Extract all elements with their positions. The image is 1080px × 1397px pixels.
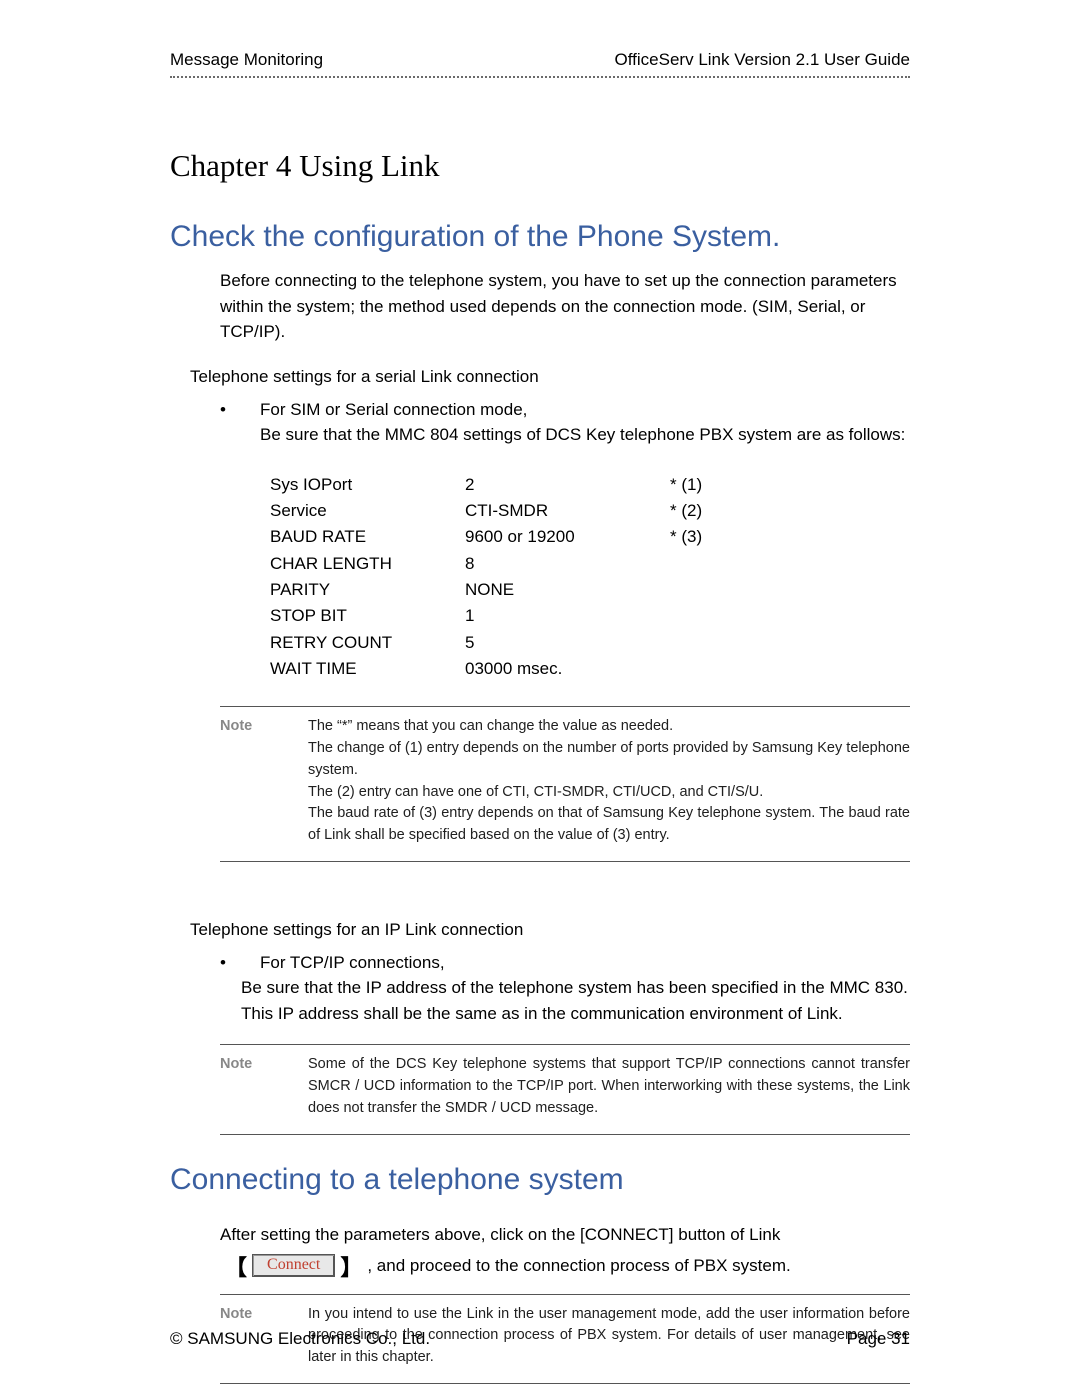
settings-row: STOP BIT1: [270, 603, 910, 629]
settings-row: PARITYNONE: [270, 577, 910, 603]
settings-value: NONE: [465, 577, 670, 603]
header-doc-title: OfficeServ Link Version 2.1 User Guide: [615, 50, 910, 70]
settings-row: CHAR LENGTH8: [270, 551, 910, 577]
page-header: Message Monitoring OfficeServ Link Versi…: [170, 50, 910, 70]
settings-value: 1: [465, 603, 670, 629]
close-bracket-icon: 】: [340, 1250, 362, 1282]
settings-table: Sys IOPort2* (1)ServiceCTI-SMDR* (2)BAUD…: [270, 472, 910, 683]
settings-value: 5: [465, 630, 670, 656]
settings-key: RETRY COUNT: [270, 630, 465, 656]
section-intro: Before connecting to the telephone syste…: [220, 268, 910, 345]
settings-key: Service: [270, 498, 465, 524]
settings-note: * (3): [670, 524, 702, 550]
settings-row: RETRY COUNT5: [270, 630, 910, 656]
bullet-icon: [220, 397, 260, 423]
open-bracket-icon: 【: [225, 1250, 247, 1282]
settings-key: CHAR LENGTH: [270, 551, 465, 577]
settings-key: WAIT TIME: [270, 656, 465, 682]
note-label: Note: [220, 716, 308, 847]
settings-note: * (1): [670, 472, 702, 498]
settings-value: 9600 or 19200: [465, 524, 670, 550]
settings-value: 2: [465, 472, 670, 498]
connect-line2-tail: , and proceed to the connection process …: [367, 1256, 790, 1276]
settings-value: 03000 msec.: [465, 656, 670, 682]
header-chapter: Message Monitoring: [170, 50, 323, 70]
bullet-icon: [220, 950, 260, 976]
bullet-spacer: [220, 422, 260, 448]
serial-bullet: For SIM or Serial connection mode, Be su…: [220, 397, 910, 448]
chapter-title: Chapter 4 Using Link: [170, 148, 910, 184]
ip-bullet-cont: Be sure that the IP address of the telep…: [241, 975, 910, 1026]
connect-button[interactable]: Connect: [252, 1254, 335, 1277]
section-title-check-config: Check the configuration of the Phone Sys…: [170, 220, 910, 254]
connect-line1: After setting the parameters above, clic…: [220, 1221, 910, 1248]
settings-row: Sys IOPort2* (1): [270, 472, 910, 498]
settings-key: BAUD RATE: [270, 524, 465, 550]
settings-key: STOP BIT: [270, 603, 465, 629]
subhead-serial: Telephone settings for a serial Link con…: [190, 367, 910, 387]
settings-note: * (2): [670, 498, 702, 524]
ip-bullet-lead: For TCP/IP connections,: [260, 950, 445, 976]
note-body: Some of the DCS Key telephone systems th…: [308, 1054, 910, 1119]
note-body: The “*” means that you can change the va…: [308, 716, 910, 847]
subhead-ip: Telephone settings for an IP Link connec…: [190, 920, 910, 940]
serial-bullet-lead: For SIM or Serial connection mode,: [260, 397, 527, 423]
settings-value: 8: [465, 551, 670, 577]
ip-bullet: For TCP/IP connections, Be sure that the…: [220, 950, 910, 1027]
settings-key: Sys IOPort: [270, 472, 465, 498]
serial-bullet-cont: Be sure that the MMC 804 settings of DCS…: [260, 422, 905, 448]
connect-inline: 【 Connect 】 , and proceed to the connect…: [220, 1250, 910, 1282]
settings-value: CTI-SMDR: [465, 498, 670, 524]
document-page: Message Monitoring OfficeServ Link Versi…: [0, 0, 1080, 1397]
note-ip: Note Some of the DCS Key telephone syste…: [220, 1044, 910, 1134]
note-serial: Note The “*” means that you can change t…: [220, 706, 910, 862]
settings-row: ServiceCTI-SMDR* (2): [270, 498, 910, 524]
settings-row: BAUD RATE9600 or 19200* (3): [270, 524, 910, 550]
page-footer: © SAMSUNG Electronics Co., Ltd. Page 31: [170, 1329, 910, 1349]
footer-page-number: Page 31: [847, 1329, 910, 1349]
note-label: Note: [220, 1054, 308, 1119]
settings-row: WAIT TIME03000 msec.: [270, 656, 910, 682]
header-divider: [170, 76, 910, 78]
section-title-connecting: Connecting to a telephone system: [170, 1163, 910, 1197]
bullet-spacer: [220, 975, 241, 1026]
settings-key: PARITY: [270, 577, 465, 603]
footer-copyright: © SAMSUNG Electronics Co., Ltd.: [170, 1329, 430, 1349]
